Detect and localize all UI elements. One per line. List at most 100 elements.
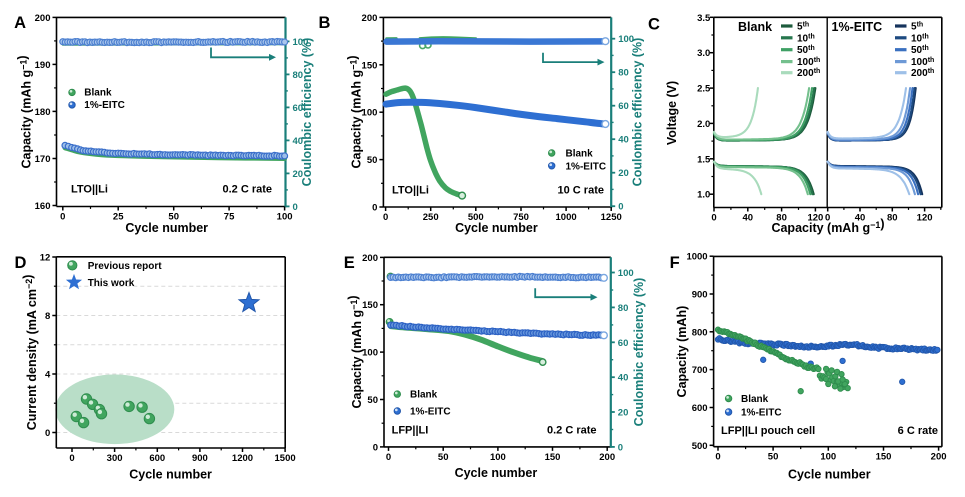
svg-text:25: 25 xyxy=(113,212,124,223)
svg-text:Blank: Blank xyxy=(84,87,112,98)
svg-text:500: 500 xyxy=(468,212,484,223)
svg-text:750: 750 xyxy=(513,212,529,223)
svg-text:C: C xyxy=(648,16,660,34)
svg-text:1200: 1200 xyxy=(232,453,253,464)
svg-text:1%-EITC: 1%-EITC xyxy=(410,407,451,418)
svg-text:4: 4 xyxy=(45,370,51,381)
svg-text:60: 60 xyxy=(618,338,629,349)
svg-text:50: 50 xyxy=(367,155,378,166)
svg-text:120: 120 xyxy=(807,213,823,224)
svg-text:250: 250 xyxy=(423,212,439,223)
svg-text:200th: 200th xyxy=(911,68,934,79)
svg-text:80: 80 xyxy=(618,303,629,314)
svg-text:100: 100 xyxy=(618,34,634,45)
svg-text:2.5: 2.5 xyxy=(697,84,711,95)
svg-text:50: 50 xyxy=(768,452,779,463)
svg-text:10th: 10th xyxy=(797,33,815,44)
svg-text:1250: 1250 xyxy=(601,212,622,223)
svg-text:75: 75 xyxy=(224,212,235,223)
svg-text:Cycle number: Cycle number xyxy=(455,221,538,235)
svg-text:0: 0 xyxy=(386,452,391,463)
svg-text:E: E xyxy=(344,254,355,272)
svg-text:LFP||LI pouch cell: LFP||LI pouch cell xyxy=(721,425,815,437)
svg-text:60: 60 xyxy=(293,103,304,114)
svg-text:Cycle number: Cycle number xyxy=(455,466,538,480)
svg-text:40: 40 xyxy=(293,136,304,147)
svg-text:5th: 5th xyxy=(911,22,923,33)
svg-text:10 C rate: 10 C rate xyxy=(558,184,604,196)
svg-text:300: 300 xyxy=(107,453,123,464)
svg-text:900: 900 xyxy=(692,290,708,301)
svg-text:700: 700 xyxy=(692,365,708,376)
svg-text:0: 0 xyxy=(60,212,65,223)
svg-text:150: 150 xyxy=(362,60,378,71)
svg-text:Coulombic efficiency (%): Coulombic efficiency (%) xyxy=(632,278,646,427)
svg-text:Coulombic efficiency (%): Coulombic efficiency (%) xyxy=(631,38,645,187)
svg-text:1%-EITC: 1%-EITC xyxy=(566,161,607,172)
svg-text:100: 100 xyxy=(820,452,836,463)
svg-text:50th: 50th xyxy=(797,45,815,56)
svg-text:50th: 50th xyxy=(911,45,929,56)
svg-text:800: 800 xyxy=(692,327,708,338)
svg-text:200: 200 xyxy=(362,253,378,264)
svg-text:Capacity (mAh g−1): Capacity (mAh g−1) xyxy=(771,217,884,235)
svg-text:0: 0 xyxy=(711,213,716,224)
svg-text:1%-EITC: 1%-EITC xyxy=(741,408,782,419)
svg-text:0: 0 xyxy=(372,203,377,214)
svg-text:1.0: 1.0 xyxy=(697,190,710,201)
svg-text:Capacity (mAh): Capacity (mAh) xyxy=(675,306,689,398)
svg-text:Blank: Blank xyxy=(410,390,438,401)
svg-text:120: 120 xyxy=(917,213,933,224)
svg-text:12: 12 xyxy=(40,253,51,264)
svg-text:100: 100 xyxy=(362,348,378,359)
svg-text:100: 100 xyxy=(277,212,293,223)
svg-text:60: 60 xyxy=(618,101,629,112)
svg-text:100th: 100th xyxy=(911,57,934,68)
svg-text:LFP||LI: LFP||LI xyxy=(392,425,429,437)
svg-text:200: 200 xyxy=(931,452,947,463)
svg-text:100: 100 xyxy=(293,37,309,48)
svg-text:Cycle number: Cycle number xyxy=(129,468,212,482)
svg-text:5th: 5th xyxy=(797,22,809,33)
svg-text:100: 100 xyxy=(490,452,506,463)
svg-text:D: D xyxy=(15,254,27,272)
svg-text:2.0: 2.0 xyxy=(697,119,710,130)
svg-text:200th: 200th xyxy=(797,68,820,79)
svg-text:0.2 C rate: 0.2 C rate xyxy=(222,183,272,195)
svg-text:3.0: 3.0 xyxy=(697,48,710,59)
svg-text:1500: 1500 xyxy=(275,453,296,464)
svg-text:100th: 100th xyxy=(797,57,820,68)
svg-text:LTO||Li: LTO||Li xyxy=(392,184,429,196)
svg-text:Current density (mA cm−2): Current density (mA cm−2) xyxy=(21,275,39,431)
svg-text:LTO||Li: LTO||Li xyxy=(71,183,108,195)
svg-text:Capacity (mAh g−1): Capacity (mAh g−1) xyxy=(16,55,34,168)
svg-text:Blank: Blank xyxy=(741,394,769,405)
svg-text:600: 600 xyxy=(149,453,165,464)
svg-text:150: 150 xyxy=(545,452,561,463)
svg-text:0: 0 xyxy=(69,453,74,464)
svg-text:Voltage (V): Voltage (V) xyxy=(665,81,679,145)
svg-text:50: 50 xyxy=(438,452,449,463)
svg-text:40: 40 xyxy=(855,213,866,224)
svg-text:B: B xyxy=(319,14,331,32)
svg-text:Coulombic efficiency (%): Coulombic efficiency (%) xyxy=(300,38,314,187)
svg-text:6 C rate: 6 C rate xyxy=(898,425,938,437)
svg-text:1.5: 1.5 xyxy=(697,154,711,165)
svg-text:F: F xyxy=(670,254,680,272)
svg-text:Capacity (mAh g−1): Capacity (mAh g−1) xyxy=(346,295,364,408)
svg-text:20: 20 xyxy=(618,168,629,179)
svg-text:80: 80 xyxy=(618,68,629,79)
svg-text:900: 900 xyxy=(192,453,208,464)
svg-text:500: 500 xyxy=(692,441,708,452)
svg-text:Cycle number: Cycle number xyxy=(788,468,871,482)
svg-text:Blank: Blank xyxy=(566,149,594,160)
svg-text:A: A xyxy=(14,14,26,32)
svg-text:80: 80 xyxy=(293,70,304,81)
svg-text:40: 40 xyxy=(618,373,629,384)
svg-text:1000: 1000 xyxy=(686,252,707,263)
svg-text:50: 50 xyxy=(367,395,378,406)
svg-text:200: 200 xyxy=(599,452,615,463)
svg-text:0: 0 xyxy=(715,452,720,463)
svg-text:0: 0 xyxy=(293,202,298,213)
svg-text:1%-EITC: 1%-EITC xyxy=(84,100,125,111)
